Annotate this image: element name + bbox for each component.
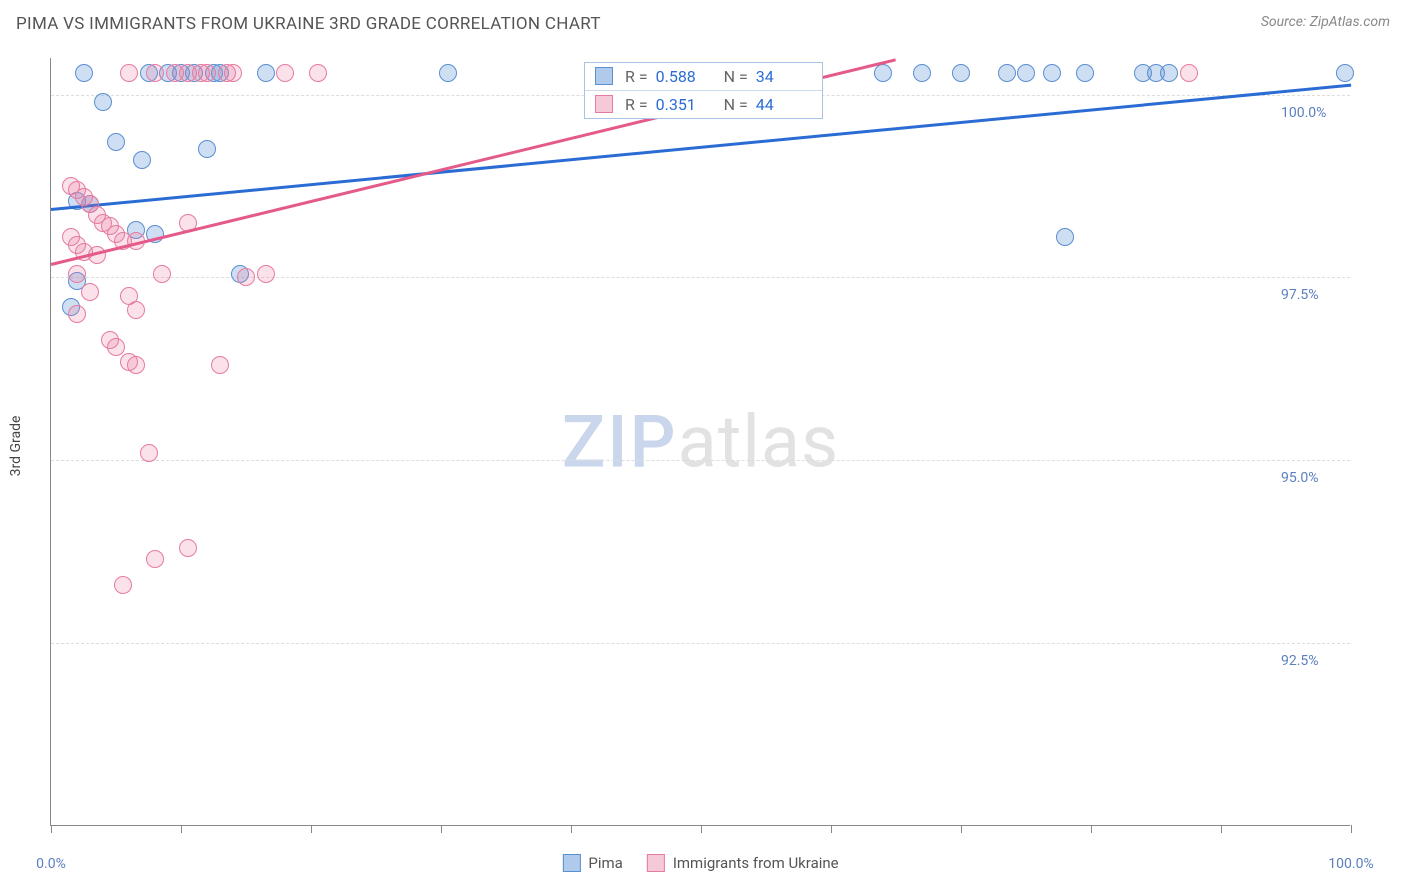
- stats-row-pima: R = 0.588 N = 34: [585, 63, 822, 90]
- y-axis-label: 3rd Grade: [8, 416, 24, 477]
- scatter-point-ukraine: [309, 64, 327, 82]
- scatter-point-ukraine: [107, 338, 125, 356]
- scatter-point-pima: [1336, 64, 1354, 82]
- scatter-point-ukraine: [1180, 64, 1198, 82]
- gridline: [51, 643, 1350, 644]
- scatter-point-ukraine: [179, 539, 197, 557]
- scatter-point-ukraine: [276, 64, 294, 82]
- scatter-point-ukraine: [127, 301, 145, 319]
- scatter-point-ukraine: [153, 265, 171, 283]
- scatter-point-pima: [107, 133, 125, 151]
- scatter-point-pima: [998, 64, 1016, 82]
- y-tick-label: 92.5%: [1281, 653, 1319, 669]
- scatter-point-pima: [913, 64, 931, 82]
- scatter-point-ukraine: [68, 305, 86, 323]
- x-tick: [181, 825, 182, 833]
- y-tick-label: 95.0%: [1281, 470, 1319, 486]
- scatter-point-ukraine: [120, 64, 138, 82]
- scatter-point-pima: [874, 64, 892, 82]
- x-tick: [1091, 825, 1092, 833]
- x-tick: [1221, 825, 1222, 833]
- y-tick-label: 97.5%: [1281, 287, 1319, 303]
- stat-label: N =: [724, 95, 748, 114]
- chart-title: PIMA VS IMMIGRANTS FROM UKRAINE 3RD GRAD…: [16, 14, 601, 34]
- x-tick: [51, 825, 52, 833]
- x-tick: [311, 825, 312, 833]
- scatter-point-pima: [94, 93, 112, 111]
- scatter-point-ukraine: [68, 265, 86, 283]
- x-tick: [701, 825, 702, 833]
- x-tick-label: 0.0%: [36, 856, 66, 872]
- x-tick: [831, 825, 832, 833]
- scatter-point-ukraine: [257, 265, 275, 283]
- scatter-point-pima: [75, 64, 93, 82]
- x-tick: [441, 825, 442, 833]
- stat-label: R =: [625, 67, 648, 86]
- scatter-point-ukraine: [146, 64, 164, 82]
- stat-n-value: 34: [756, 67, 812, 86]
- y-tick-label: 100.0%: [1281, 105, 1326, 121]
- scatter-point-pima: [1160, 64, 1178, 82]
- scatter-point-pima: [133, 151, 151, 169]
- scatter-point-pima: [198, 140, 216, 158]
- legend-swatch-icon: [647, 854, 665, 872]
- chart-plot-area: ZIPatlas 92.5%95.0%97.5%100.0%0.0%100.0%…: [50, 58, 1350, 826]
- header: PIMA VS IMMIGRANTS FROM UKRAINE 3RD GRAD…: [0, 0, 1406, 42]
- legend-swatch-icon: [595, 67, 613, 85]
- scatter-point-pima: [1056, 228, 1074, 246]
- stats-box: R = 0.588 N = 34 R = 0.351 N = 44: [584, 62, 823, 119]
- stat-r-value: 0.351: [656, 95, 712, 114]
- legend-label: Pima: [588, 854, 622, 872]
- legend-label: Immigrants from Ukraine: [673, 854, 839, 872]
- watermark: ZIPatlas: [562, 399, 839, 484]
- scatter-point-ukraine: [140, 444, 158, 462]
- scatter-point-ukraine: [81, 283, 99, 301]
- source-label: Source: ZipAtlas.com: [1261, 14, 1390, 30]
- x-tick-label: 100.0%: [1328, 856, 1373, 872]
- scatter-point-pima: [952, 64, 970, 82]
- stat-r-value: 0.588: [656, 67, 712, 86]
- legend-item: Pima: [562, 854, 622, 872]
- scatter-point-ukraine: [146, 550, 164, 568]
- stats-row-ukraine: R = 0.351 N = 44: [585, 90, 822, 118]
- scatter-point-pima: [257, 64, 275, 82]
- gridline: [51, 460, 1350, 461]
- scatter-point-ukraine: [211, 356, 229, 374]
- scatter-point-ukraine: [237, 268, 255, 286]
- bottom-legend: Pima Immigrants from Ukraine: [562, 854, 838, 872]
- stat-n-value: 44: [756, 95, 812, 114]
- legend-swatch-icon: [562, 854, 580, 872]
- x-tick: [1351, 825, 1352, 833]
- scatter-point-pima: [1076, 64, 1094, 82]
- scatter-point-ukraine: [114, 576, 132, 594]
- scatter-point-ukraine: [224, 64, 242, 82]
- scatter-point-pima: [439, 64, 457, 82]
- stat-label: R =: [625, 95, 648, 114]
- scatter-point-ukraine: [198, 64, 216, 82]
- legend-swatch-icon: [595, 95, 613, 113]
- legend-item: Immigrants from Ukraine: [647, 854, 839, 872]
- x-tick: [961, 825, 962, 833]
- stat-label: N =: [724, 67, 748, 86]
- x-tick: [571, 825, 572, 833]
- scatter-point-ukraine: [127, 356, 145, 374]
- scatter-point-pima: [1017, 64, 1035, 82]
- scatter-point-pima: [1043, 64, 1061, 82]
